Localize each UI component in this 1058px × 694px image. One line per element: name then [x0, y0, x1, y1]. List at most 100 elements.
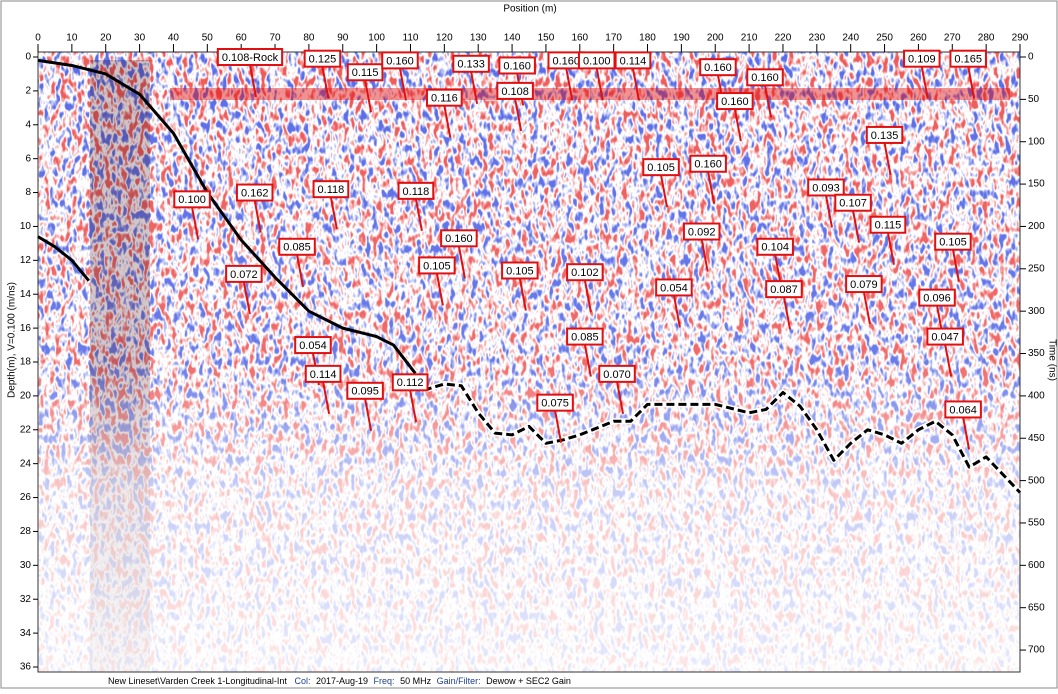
- velocity-box: [699, 58, 737, 77]
- velocity-box: [381, 51, 419, 70]
- velocity-label: 0.118: [397, 181, 435, 232]
- hyperbola-fit: [470, 71, 479, 104]
- footer-gain: Dewow + SEC2 Gain: [486, 676, 571, 686]
- velocity-box: [944, 400, 982, 419]
- velocity-text: 0.085: [571, 331, 599, 343]
- velocity-box: [566, 327, 604, 346]
- y2-tick-label: 400: [1028, 391, 1045, 402]
- velocity-text: 0.054: [660, 282, 688, 294]
- velocity-text: 0.160: [445, 233, 473, 245]
- velocity-box: [496, 81, 534, 100]
- y2-tick-label: 650: [1028, 602, 1045, 613]
- velocity-box: [346, 381, 384, 400]
- velocity-box: [216, 48, 284, 66]
- velocity-label: 0.075: [536, 393, 574, 443]
- velocity-text: 0.160: [386, 55, 414, 67]
- velocity-text: 0.160: [503, 60, 531, 72]
- hyperbola-fit: [967, 66, 976, 99]
- y-tick-label: 30: [20, 560, 32, 571]
- velocity-box: [391, 373, 429, 392]
- x-tick-label: 240: [842, 33, 859, 44]
- velocity-label: 0.100: [173, 190, 211, 240]
- hyperbola-fit: [321, 66, 330, 99]
- velocity-text: 0.115: [352, 67, 379, 79]
- velocity-text: 0.165: [954, 54, 982, 66]
- velocity-text: 0.114: [310, 369, 337, 381]
- hyperbola-fit: [409, 390, 418, 423]
- hyperbola-fit: [399, 68, 407, 101]
- y-tick-label: 26: [20, 492, 32, 503]
- hyperbola-fit: [886, 232, 895, 265]
- hyperbola-fit: [862, 291, 871, 325]
- y-tick-label: 4: [25, 119, 31, 130]
- y2-tick-label: 500: [1028, 475, 1045, 486]
- velocity-text: 0.105: [423, 260, 451, 272]
- y-tick-label: 6: [25, 153, 31, 164]
- velocity-box: [716, 92, 754, 111]
- hyperbola-fit: [616, 381, 625, 415]
- y-tick-label: 24: [20, 458, 32, 469]
- velocity-text: 0.160: [552, 55, 580, 67]
- x-tick-label: 70: [269, 33, 281, 44]
- velocity-box: [577, 51, 616, 70]
- velocity-label: 0.135: [865, 125, 904, 176]
- x-tick-label: 130: [470, 33, 487, 44]
- velocity-text: 0.114: [620, 55, 647, 67]
- hyperbola-fit: [782, 296, 791, 330]
- y2-tick-label: 300: [1028, 306, 1045, 317]
- y-tick-label: 36: [20, 662, 32, 673]
- velocity-text: 0.105: [939, 237, 967, 249]
- hyperbola-fit: [595, 68, 604, 101]
- velocity-label: 0.079: [845, 275, 883, 325]
- velocity-text: 0.105: [647, 162, 675, 174]
- velocity-box: [614, 51, 652, 70]
- velocity-label: 0.102: [566, 263, 604, 313]
- hyperbola-fit: [565, 68, 574, 101]
- y2-tick-label: 700: [1028, 645, 1045, 656]
- hyperbola-fit: [364, 398, 373, 431]
- velocity-label: 0.162: [235, 183, 274, 233]
- velocity-label: 0.085: [566, 327, 604, 377]
- footer-gain-label: Gain/Filter:: [437, 676, 481, 686]
- velocity-text: 0.112: [397, 377, 424, 389]
- velocity-text: 0.135: [871, 130, 899, 142]
- hyperbola-fit: [329, 196, 338, 230]
- velocity-box: [869, 215, 907, 234]
- y2-tick-label: 250: [1028, 263, 1045, 274]
- y-tick-label: 32: [20, 594, 32, 605]
- velocity-label: 0.114: [614, 51, 652, 101]
- velocity-label: 0.105: [501, 261, 539, 311]
- velocity-label: 0.108-Rock: [216, 48, 284, 98]
- velocity-label: 0.092: [682, 222, 721, 272]
- velocity-text: 0.075: [541, 398, 569, 410]
- interface-line: [37, 235, 90, 282]
- x-tick-label: 150: [538, 33, 555, 44]
- x-tick-label: 200: [707, 33, 724, 44]
- velocity-label: 0.133: [452, 54, 490, 104]
- velocity-box: [278, 237, 316, 256]
- x-tick-label: 120: [436, 33, 453, 44]
- hyperbola-fit: [707, 171, 716, 204]
- velocity-text: 0.096: [923, 293, 951, 305]
- velocity-box: [598, 364, 636, 383]
- y2-tick-label: 100: [1028, 136, 1045, 147]
- velocity-text: 0.100: [178, 194, 206, 206]
- velocity-box: [865, 125, 904, 144]
- velocity-text: 0.087: [770, 284, 798, 296]
- x-tick-label: 80: [303, 33, 315, 44]
- velocity-box: [303, 49, 342, 68]
- velocity-box: [765, 280, 803, 299]
- velocity-box: [304, 364, 342, 383]
- hyperbola-fit: [364, 80, 373, 113]
- velocity-box: [312, 180, 350, 199]
- y-tick-label: 0: [25, 52, 31, 63]
- velocity-text: 0.104: [761, 242, 789, 254]
- velocity-box: [756, 237, 794, 256]
- velocity-text: 0.107: [839, 198, 867, 210]
- y2-tick-label: 550: [1028, 518, 1045, 529]
- x-tick-label: 30: [134, 33, 146, 44]
- velocity-text: 0.118: [403, 186, 430, 198]
- velocity-box: [566, 263, 604, 282]
- velocity-text: 0.108: [501, 86, 529, 98]
